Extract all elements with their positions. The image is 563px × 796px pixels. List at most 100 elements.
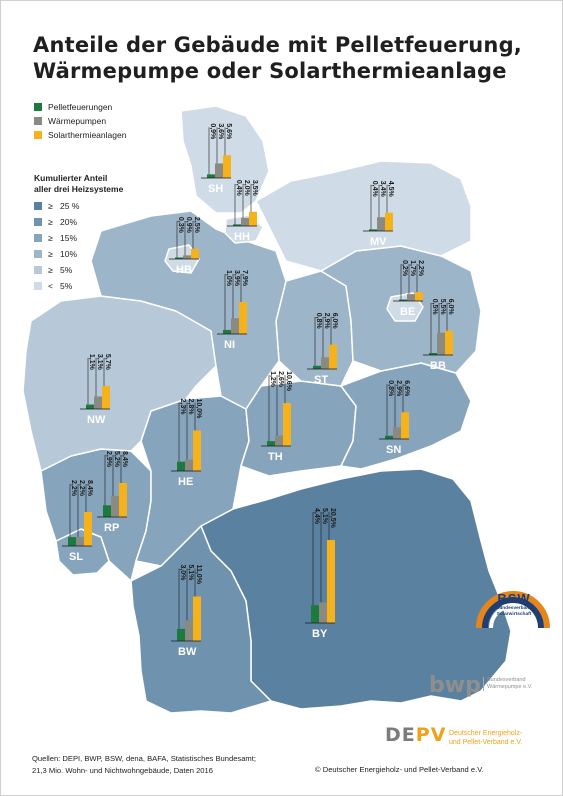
bar-hb-0 <box>175 257 183 259</box>
value-label-sl-0: 2,2% <box>70 480 77 497</box>
value-label-mv-2: 4,5% <box>387 181 394 198</box>
bar-he-1 <box>185 459 193 471</box>
value-label-hh-0: 0,4% <box>235 180 242 197</box>
value-label-sn-0: 0,8% <box>387 380 394 397</box>
bar-hb-1 <box>183 255 191 259</box>
state-label-mv: MV <box>370 236 387 248</box>
depv-subtitle: Deutscher Energieholz- und Pellet-Verban… <box>449 729 522 747</box>
series-legend-item: Pelletfeuerungen <box>34 100 126 114</box>
bar-by-1 <box>319 602 327 623</box>
value-label-hh-1: 2,0% <box>243 180 250 197</box>
value-label-th-2: 10,6% <box>285 371 292 392</box>
value-label-bw-2: 11,0% <box>195 564 202 584</box>
depv-logo-pv: PV <box>415 724 447 746</box>
cumulative-legend: ≥25 % ≥20% ≥15% ≥10% ≥5% <5% <box>34 198 79 294</box>
bar-sn-0 <box>385 435 393 439</box>
value-label-nw-2: 5,7% <box>104 354 111 371</box>
value-label-bw-1: 5,1% <box>187 564 194 581</box>
legend-swatch <box>34 250 42 258</box>
bar-sl-2 <box>84 511 92 546</box>
value-label-th-0: 1,2% <box>269 371 276 388</box>
bar-hh-0 <box>233 224 241 226</box>
cumulative-legend-item: ≥25 % <box>34 198 79 214</box>
depv-sub-2: und Pellet-Verband e.V. <box>449 739 523 746</box>
sources-line-2: 21,3 Mio. Wohn- und Nichtwohngebäude, Da… <box>32 766 213 775</box>
state-label-nw: NW <box>87 414 106 426</box>
bar-by-0 <box>311 605 319 623</box>
state-label-be: BE <box>400 306 415 318</box>
legend-label: 15% <box>60 233 78 243</box>
value-label-be-1: 1,7% <box>409 260 416 277</box>
bwp-sub-2: Wärmepumpe e.V. <box>487 684 533 690</box>
legend-label: Pelletfeuerungen <box>48 102 113 112</box>
legend-label: 5% <box>60 281 73 291</box>
bar-ni-0 <box>223 329 231 334</box>
value-label-ni-2: 7,9% <box>241 270 248 287</box>
legend-label: Solarthermieanlagen <box>48 130 127 140</box>
bar-bb-2 <box>445 330 453 355</box>
bar-hb-2 <box>191 248 199 259</box>
value-label-rp-0: 2,9% <box>105 451 112 468</box>
state-label-sl: SL <box>69 551 83 563</box>
value-label-sn-2: 6,6% <box>403 380 410 397</box>
value-label-rp-2: 8,4% <box>121 451 128 468</box>
bsw-name: BSW <box>497 591 531 606</box>
value-label-rp-1: 5,2% <box>113 451 120 468</box>
legend-swatch <box>34 234 42 242</box>
bar-st-0 <box>313 365 321 369</box>
value-label-by-0: 4,4% <box>313 508 320 525</box>
value-label-ni-1: 3,9% <box>233 270 240 287</box>
state-label-rp: RP <box>104 522 119 534</box>
legend-label: 5% <box>60 265 73 275</box>
value-label-bb-1: 5,5% <box>439 299 446 316</box>
value-label-st-1: 2,9% <box>323 313 330 330</box>
legend-label: 20% <box>60 217 78 227</box>
bar-sl-0 <box>68 537 76 546</box>
value-label-sn-1: 2,9% <box>395 380 402 397</box>
state-label-by: BY <box>312 628 328 640</box>
legend-label: 10% <box>60 249 78 259</box>
bar-nw-0 <box>86 404 94 409</box>
state-label-sn: SN <box>386 444 401 456</box>
value-label-be-0: 0,2% <box>401 260 408 277</box>
bar-st-2 <box>329 344 337 369</box>
cumulative-legend-item: ≥10% <box>34 246 79 262</box>
value-label-hb-2: 2,5% <box>193 217 200 234</box>
series-legend-item: Wärmepumpen <box>34 114 126 128</box>
bar-he-2 <box>193 430 201 471</box>
bar-be-1 <box>407 294 415 301</box>
bar-st-1 <box>321 357 329 369</box>
legend-swatch <box>34 202 42 210</box>
bar-mv-0 <box>369 229 377 231</box>
bar-th-1 <box>275 435 283 446</box>
state-label-st: ST <box>314 374 328 386</box>
state-label-ni: NI <box>224 339 235 351</box>
legend-symbol: < <box>48 281 53 291</box>
value-label-bb-0: 0,5% <box>431 299 438 316</box>
bar-sh-2 <box>223 155 231 178</box>
bar-hh-2 <box>249 211 257 226</box>
bar-be-0 <box>399 299 407 301</box>
value-label-bb-2: 6,0% <box>447 299 454 316</box>
series-legend-item: Solarthermieanlagen <box>34 128 126 142</box>
bsw-logo-icon <box>476 591 550 629</box>
value-label-hh-2: 3,5% <box>251 180 258 197</box>
bsw-sub-2: Solarwirtschaft <box>496 612 532 617</box>
legend-swatch <box>34 131 42 139</box>
bsw-logo: BSW Bundesverband Solarwirtschaft <box>479 591 549 618</box>
legend-swatch <box>34 103 42 111</box>
bar-mv-1 <box>377 217 385 231</box>
value-label-sh-1: 3,6% <box>217 123 224 140</box>
region-mv <box>255 160 472 272</box>
bar-ni-1 <box>231 318 239 334</box>
sources-line-1: Quellen: DEPI, BWP, BSW, dena, BAFA, Sta… <box>32 754 256 763</box>
legend-symbol: ≥ <box>48 249 53 259</box>
legend-symbol: ≥ <box>48 217 53 227</box>
cumulative-legend-item: ≥15% <box>34 230 79 246</box>
title-line-2: Wärmepumpe oder Solarthermieanlage <box>33 59 507 83</box>
depv-logo-de: DE <box>385 724 416 746</box>
value-label-sl-2: 8,4% <box>86 480 93 497</box>
cumulative-title-line-1: Kumulierter Anteil <box>34 173 108 183</box>
state-label-he: HE <box>178 476 193 488</box>
value-label-st-2: 6,0% <box>331 313 338 330</box>
